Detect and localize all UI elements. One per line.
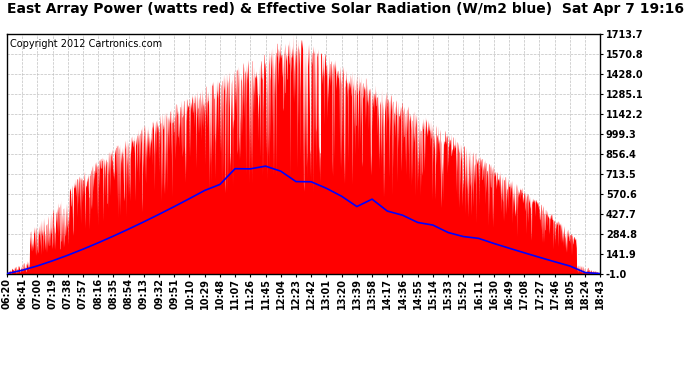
- Text: Copyright 2012 Cartronics.com: Copyright 2012 Cartronics.com: [10, 39, 162, 48]
- Text: East Array Power (watts red) & Effective Solar Radiation (W/m2 blue)  Sat Apr 7 : East Array Power (watts red) & Effective…: [7, 2, 684, 16]
